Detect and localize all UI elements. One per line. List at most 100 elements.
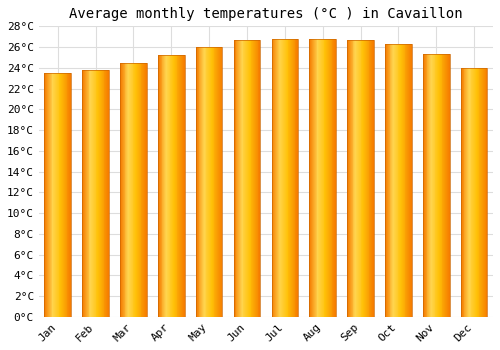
Bar xyxy=(275,39,276,317)
Bar xyxy=(318,39,319,317)
Bar xyxy=(434,54,436,317)
Bar xyxy=(220,47,222,317)
Bar xyxy=(104,70,106,317)
Bar xyxy=(481,68,482,317)
Bar xyxy=(183,55,184,317)
Bar xyxy=(168,55,170,317)
Bar xyxy=(158,55,184,317)
Bar xyxy=(315,39,316,317)
Bar xyxy=(108,70,109,317)
Bar xyxy=(93,70,94,317)
Bar xyxy=(123,63,124,317)
Bar xyxy=(392,44,393,317)
Bar xyxy=(203,47,204,317)
Bar xyxy=(208,47,209,317)
Bar xyxy=(57,73,58,317)
Bar xyxy=(253,40,254,317)
Bar xyxy=(386,44,387,317)
Bar xyxy=(286,39,288,317)
Bar xyxy=(54,73,55,317)
Bar xyxy=(328,39,329,317)
Bar xyxy=(165,55,166,317)
Bar xyxy=(423,54,450,317)
Bar xyxy=(272,39,298,317)
Bar xyxy=(480,68,481,317)
Bar xyxy=(234,40,236,317)
Bar xyxy=(321,39,322,317)
Bar xyxy=(140,63,141,317)
Bar xyxy=(88,70,90,317)
Bar xyxy=(98,70,99,317)
Bar xyxy=(474,68,475,317)
Bar xyxy=(291,39,292,317)
Bar xyxy=(239,40,240,317)
Bar xyxy=(56,73,57,317)
Bar xyxy=(294,39,296,317)
Bar xyxy=(486,68,488,317)
Bar xyxy=(102,70,104,317)
Bar xyxy=(240,40,241,317)
Bar xyxy=(319,39,320,317)
Bar xyxy=(350,40,351,317)
Bar xyxy=(132,63,134,317)
Bar xyxy=(90,70,91,317)
Bar xyxy=(197,47,198,317)
Bar xyxy=(131,63,132,317)
Bar xyxy=(478,68,480,317)
Bar xyxy=(182,55,183,317)
Bar xyxy=(159,55,160,317)
Bar xyxy=(314,39,315,317)
Bar xyxy=(200,47,201,317)
Bar xyxy=(164,55,165,317)
Bar xyxy=(236,40,238,317)
Bar xyxy=(293,39,294,317)
Bar xyxy=(170,55,172,317)
Bar xyxy=(473,68,474,317)
Bar xyxy=(288,39,290,317)
Bar xyxy=(216,47,217,317)
Bar xyxy=(292,39,293,317)
Bar xyxy=(47,73,48,317)
Bar xyxy=(408,44,409,317)
Bar xyxy=(245,40,246,317)
Bar xyxy=(62,73,63,317)
Bar xyxy=(332,39,334,317)
Bar xyxy=(204,47,206,317)
Bar xyxy=(358,40,359,317)
Bar xyxy=(310,39,311,317)
Bar xyxy=(448,54,450,317)
Bar xyxy=(96,70,98,317)
Bar xyxy=(175,55,176,317)
Bar xyxy=(180,55,181,317)
Bar xyxy=(411,44,412,317)
Bar xyxy=(354,40,356,317)
Bar xyxy=(428,54,429,317)
Bar xyxy=(120,63,146,317)
Bar xyxy=(52,73,54,317)
Bar xyxy=(248,40,249,317)
Bar xyxy=(464,68,466,317)
Bar xyxy=(143,63,144,317)
Bar xyxy=(160,55,162,317)
Bar xyxy=(410,44,411,317)
Bar xyxy=(467,68,468,317)
Bar xyxy=(256,40,258,317)
Bar xyxy=(446,54,447,317)
Bar xyxy=(101,70,102,317)
Bar xyxy=(285,39,286,317)
Bar xyxy=(335,39,336,317)
Bar xyxy=(363,40,364,317)
Bar xyxy=(334,39,335,317)
Bar xyxy=(82,70,83,317)
Bar xyxy=(241,40,242,317)
Bar xyxy=(166,55,167,317)
Bar xyxy=(210,47,211,317)
Bar xyxy=(466,68,467,317)
Bar xyxy=(214,47,216,317)
Bar xyxy=(202,47,203,317)
Bar xyxy=(174,55,175,317)
Bar xyxy=(476,68,477,317)
Bar xyxy=(173,55,174,317)
Bar xyxy=(437,54,438,317)
Bar xyxy=(234,40,260,317)
